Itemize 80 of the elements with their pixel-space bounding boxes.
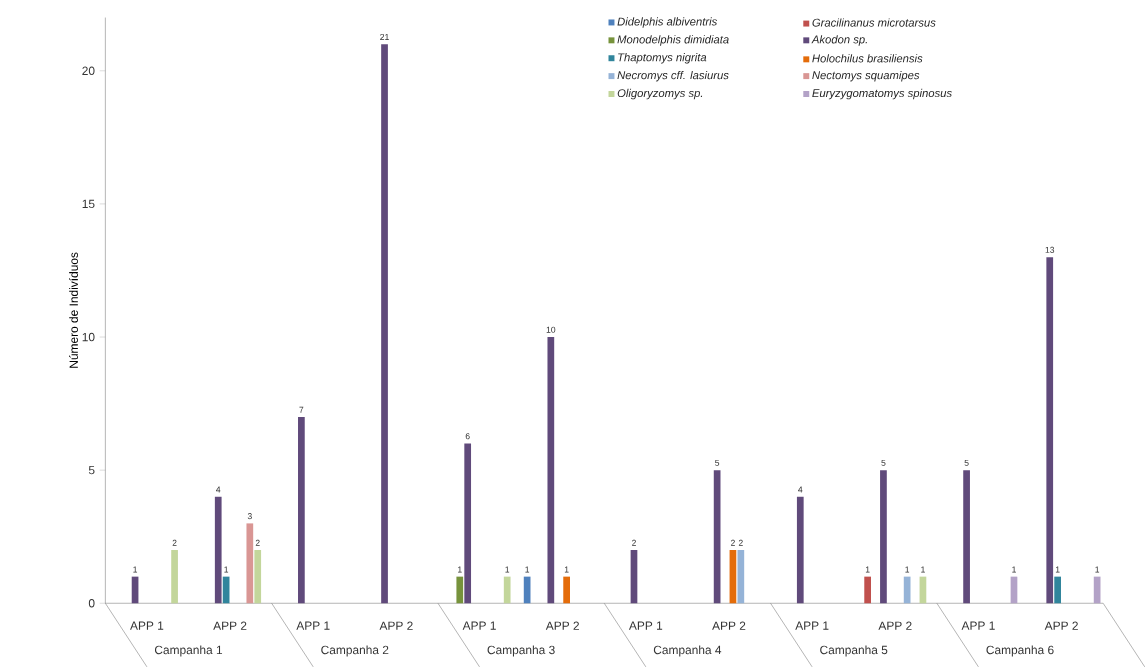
y-tick-label: 0 [88,598,95,608]
legend-label: Nectomys squamipes [812,70,920,82]
text: Campanha 1 [154,645,223,657]
data-label: 1 [505,566,510,573]
data-label: 1 [1012,566,1016,573]
legend-label: Oligoryzomys sp. [617,88,703,100]
data-label: 1 [865,566,870,573]
x-tick-label: APP 1 [961,621,995,630]
legend-label: Holochilus brasiliensis [812,54,923,63]
data-label: 6 [465,433,470,440]
legend-label: Thaptomys nigrita [618,52,707,64]
bar [254,549,262,604]
data-label: 2 [255,539,260,546]
bar [1054,576,1061,604]
bar [503,576,511,604]
x-tick-label: APP 1 [296,621,330,630]
x-tick-label: APP 1 [628,621,663,630]
bar [214,496,222,604]
data-label: 1 [458,566,462,573]
data-label: 4 [216,486,221,493]
bar [298,416,305,604]
x-tick-label: APP 2 [379,621,413,630]
x-tick-label: APP 2 [712,621,746,630]
bar [171,549,178,604]
y-tick-label: 20 [82,66,95,75]
legend-label: Euryzygomatomys spinosus [812,88,952,100]
text: Campanha 3 [487,645,555,657]
data-label: 1 [525,566,530,573]
x-tick-label: APP 2 [878,621,912,630]
bar [464,443,472,604]
data-label: 2 [172,539,177,546]
bar [547,336,555,604]
data-label: 1 [224,566,229,573]
data-label: 7 [299,406,304,413]
bar [796,496,804,604]
y-axis-title: Número de Indivíduos [69,252,78,368]
data-label: 13 [1045,246,1055,253]
data-label: 2 [632,539,636,546]
data-label: 5 [881,459,886,466]
bar [246,523,254,604]
legend-label: Gracilinanus microtarsus [812,18,936,27]
bar [456,576,464,604]
x-tick-label: APP 1 [795,621,829,630]
legend-label: Akodon sp. [811,35,867,46]
data-label: 1 [133,566,138,573]
data-label: 1 [905,566,910,573]
data-label: 21 [380,33,389,40]
data-label: 10 [546,326,556,333]
data-label: 1 [1095,566,1100,573]
text: Campanha 2 [321,645,389,657]
legend-label: Didelphis albiventris [617,17,718,28]
data-label: 1 [564,566,569,573]
data-label: 2 [730,539,735,546]
data-label: 2 [738,539,743,546]
data-label: 4 [798,486,803,493]
x-tick-label: APP 2 [1044,621,1078,630]
bar [963,470,970,604]
data-label: 1 [921,566,925,573]
text: Campanha 4 [653,645,722,657]
data-label: 5 [964,459,969,466]
bar [737,549,745,604]
bar [1046,257,1054,604]
y-tick-label: 5 [88,465,95,475]
x-tick-label: APP 1 [462,621,496,630]
text: Campanha 5 [820,645,888,657]
y-tick-label: 15 [82,199,95,209]
legend-label: Necromys cff. lasiurus [617,70,729,82]
x-tick-label: APP 2 [213,621,247,630]
bar [563,576,570,604]
data-label: 1 [1055,566,1060,573]
data-label: 5 [715,459,720,466]
x-tick-label: APP 1 [130,621,164,630]
data-label: 3 [247,512,252,520]
x-tick-label: APP 2 [545,621,579,630]
bar [864,576,871,604]
bar [381,44,388,604]
legend-label: Monodelphis dimidiata [617,35,729,46]
text: Campanha 6 [986,645,1054,657]
bar [880,470,887,604]
y-tick-label: 10 [82,332,95,342]
